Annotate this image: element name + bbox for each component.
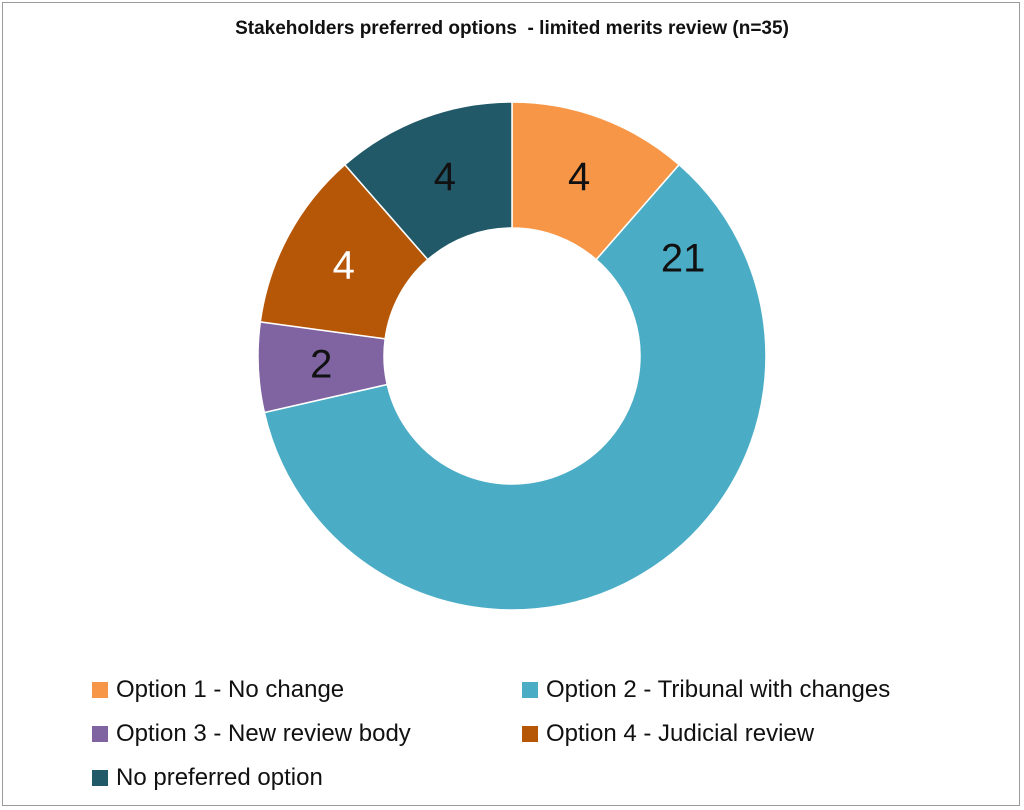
data-label: 4	[333, 243, 355, 287]
legend-swatch	[92, 726, 108, 742]
legend-label: Option 1 - No change	[116, 676, 345, 703]
data-label: 21	[661, 236, 706, 280]
legend-swatch	[522, 682, 538, 698]
legend-label: Option 2 - Tribunal with changes	[546, 676, 891, 703]
data-label: 4	[434, 155, 456, 199]
legend-item-option-1: Option 1 - No change	[92, 675, 344, 705]
legend-item-option-4: Option 4 - Judicial review	[522, 719, 814, 749]
legend-label: No preferred option	[116, 764, 323, 791]
legend-label: Option 3 - New review body	[116, 720, 411, 747]
donut-slice	[343, 101, 513, 261]
legend-item-option-3: Option 3 - New review body	[92, 719, 411, 749]
donut-slice	[263, 163, 767, 611]
data-label: 2	[310, 343, 332, 387]
legend-swatch	[92, 682, 108, 698]
legend-label: Option 4 - Judicial review	[546, 720, 815, 747]
data-label: 4	[568, 155, 590, 199]
legend-swatch	[522, 726, 538, 742]
legend-item-option-2: Option 2 - Tribunal with changes	[522, 675, 890, 705]
legend-swatch	[92, 770, 108, 786]
legend-item-no-preference: No preferred option	[92, 763, 323, 793]
chart-title: Stakeholders preferred options - limited…	[235, 18, 789, 39]
